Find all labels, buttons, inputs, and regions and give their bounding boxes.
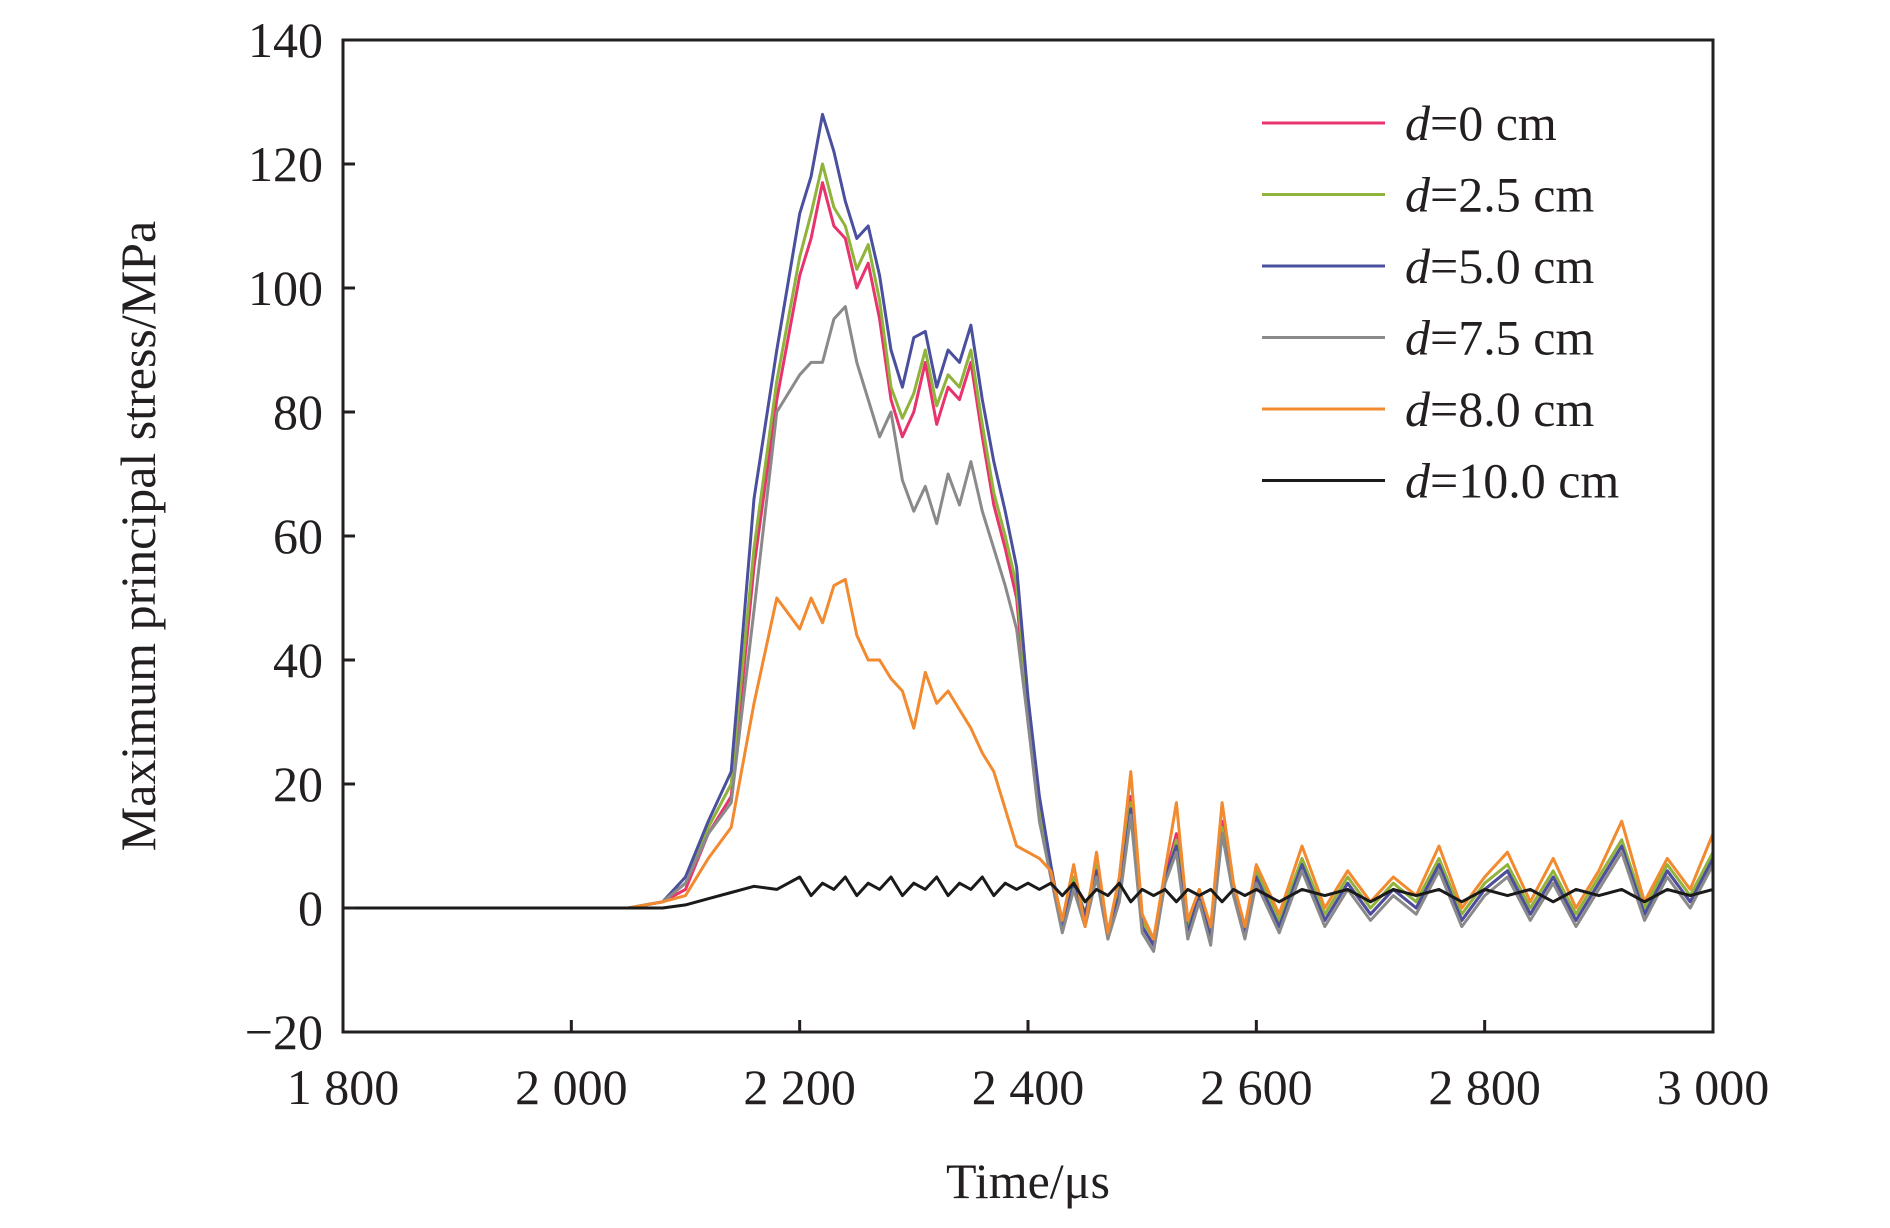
y-tick-label: 60 xyxy=(273,508,323,564)
series-line-4 xyxy=(343,577,1713,941)
ticks-layer: 1 800 2 000 2 200 2 400 2 600 2 800 3 000 −20 0 2… xyxy=(245,12,1769,1115)
legend-label-0: d=0 cm xyxy=(1405,95,1557,151)
y-tick-label: 0 xyxy=(298,880,323,936)
y-tick-label: 20 xyxy=(273,756,323,812)
legend-label-1: d=2.5 cm xyxy=(1405,167,1594,223)
x-axis-title: Time/μs xyxy=(946,1153,1110,1209)
y-tick-label: 140 xyxy=(248,12,323,68)
y-tick-label: 40 xyxy=(273,632,323,688)
x-tick-label: 3 000 xyxy=(1657,1059,1770,1115)
y-tick-label: −20 xyxy=(245,1004,323,1060)
y-tick-label: 100 xyxy=(248,260,323,316)
series-line-3 xyxy=(343,305,1713,953)
x-tick-label: 2 000 xyxy=(515,1059,628,1115)
y-tick-label: 80 xyxy=(273,384,323,440)
y-tick-label: 120 xyxy=(248,136,323,192)
y-axis-title: Maximum principal stress/MPa xyxy=(110,221,166,852)
x-tick-label: 2 200 xyxy=(743,1059,856,1115)
x-tick-label: 2 600 xyxy=(1200,1059,1313,1115)
x-tick-label: 2 400 xyxy=(972,1059,1085,1115)
series-line-1 xyxy=(343,162,1713,941)
legend-label-5: d=10.0 cm xyxy=(1405,453,1619,509)
legend-label-4: d=8.0 cm xyxy=(1405,381,1594,437)
legend-label-2: d=5.0 cm xyxy=(1405,238,1594,294)
series-line-2 xyxy=(343,112,1713,947)
series-line-5 xyxy=(343,875,1713,910)
series-line-0 xyxy=(343,181,1713,947)
legend: d=0 cm d=2.5 cm d=5.0 cm d=7.5 cm d=8.0 cm d=… xyxy=(1262,95,1619,509)
legend-label-3: d=7.5 cm xyxy=(1405,310,1594,366)
x-tick-label: 1 800 xyxy=(287,1059,400,1115)
series-layer xyxy=(343,112,1713,953)
x-tick-label: 2 800 xyxy=(1428,1059,1541,1115)
